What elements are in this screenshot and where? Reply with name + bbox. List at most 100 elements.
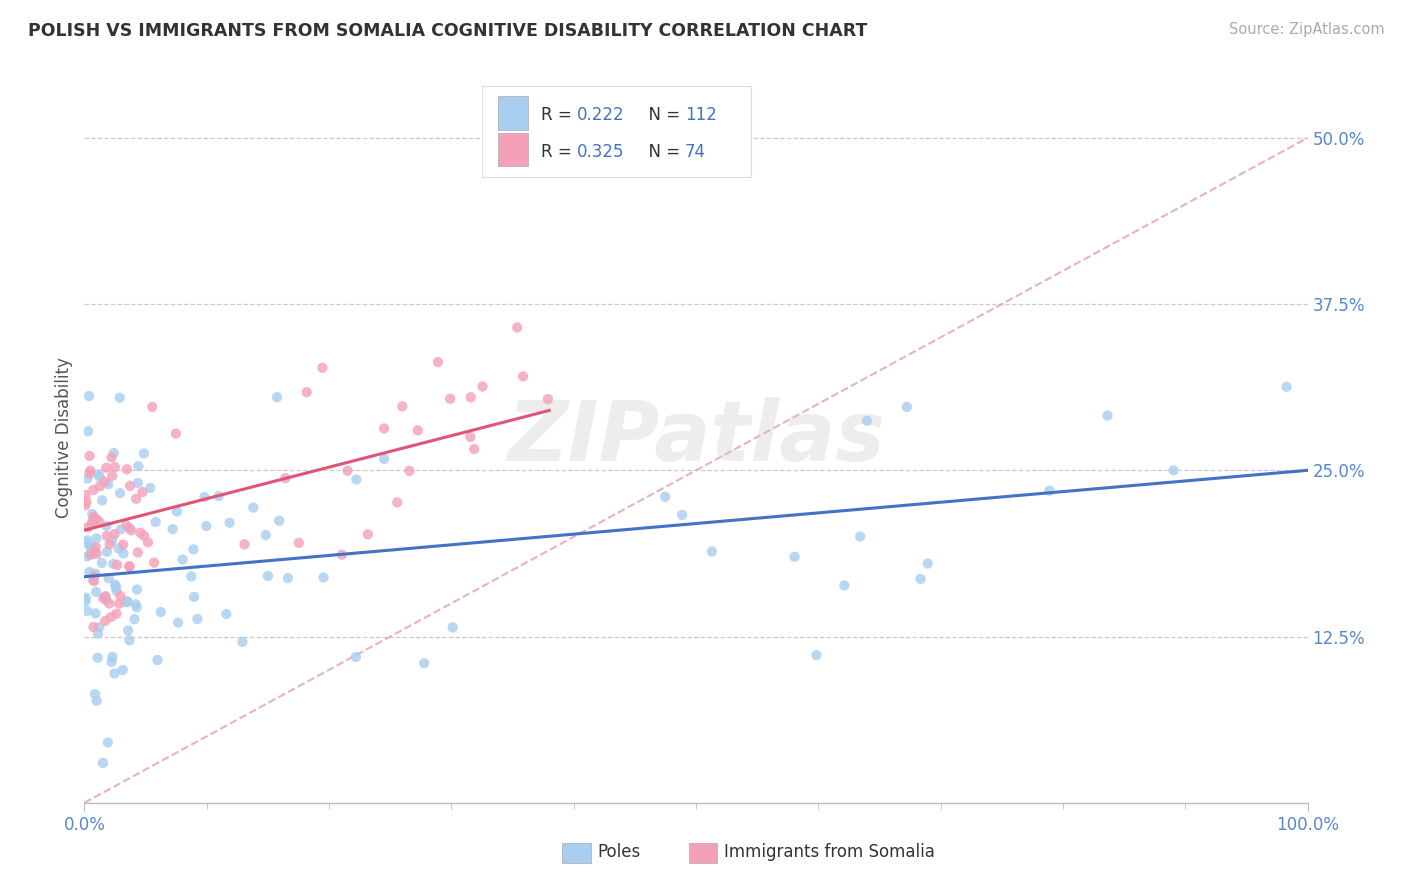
Point	[83, 574, 105, 588]
Point	[120, 524, 142, 538]
Point	[218, 516, 240, 530]
Point	[100, 610, 122, 624]
Point	[115, 594, 138, 608]
Point	[910, 572, 932, 586]
Point	[80, 517, 103, 532]
Point	[124, 598, 146, 612]
Point	[84, 566, 107, 581]
Point	[125, 582, 148, 597]
Point	[96, 460, 118, 475]
Point	[83, 569, 105, 583]
Point	[127, 475, 149, 490]
FancyBboxPatch shape	[498, 96, 529, 130]
Point	[165, 426, 187, 441]
Point	[118, 559, 141, 574]
Point	[118, 479, 141, 493]
Point	[277, 571, 299, 585]
Point	[104, 577, 127, 591]
Point	[76, 549, 98, 564]
Point	[274, 471, 297, 485]
Point	[287, 536, 309, 550]
Point	[180, 569, 202, 583]
Point	[118, 521, 141, 535]
Point	[193, 490, 215, 504]
Point	[76, 494, 98, 508]
Point	[107, 541, 129, 556]
Point	[115, 518, 138, 533]
Point	[80, 548, 103, 562]
Point	[127, 545, 149, 559]
Point	[73, 592, 96, 607]
Text: Source: ZipAtlas.com: Source: ZipAtlas.com	[1229, 22, 1385, 37]
Point	[108, 391, 131, 405]
Text: 74: 74	[685, 143, 706, 161]
Point	[118, 633, 141, 648]
Point	[183, 590, 205, 604]
Point	[463, 442, 485, 456]
Point	[86, 694, 108, 708]
Point	[373, 421, 395, 435]
Point	[82, 483, 104, 497]
Point	[537, 392, 560, 406]
Point	[118, 559, 141, 574]
Point	[460, 390, 482, 404]
Point	[89, 470, 111, 484]
Point	[112, 546, 135, 560]
Point	[110, 523, 132, 537]
Point	[111, 663, 134, 677]
Point	[108, 486, 131, 500]
Point	[86, 650, 108, 665]
Point	[254, 528, 277, 542]
Point	[77, 424, 100, 438]
Point	[336, 464, 359, 478]
Point	[97, 477, 120, 491]
Point	[344, 650, 367, 665]
Point	[84, 544, 107, 558]
Point	[82, 514, 104, 528]
Text: N =: N =	[638, 106, 686, 124]
Point	[115, 595, 138, 609]
Point	[125, 491, 148, 506]
Point	[166, 504, 188, 518]
Point	[849, 529, 872, 543]
Point	[101, 468, 124, 483]
Point	[145, 515, 167, 529]
Point	[84, 687, 107, 701]
Point	[117, 624, 139, 638]
Point	[90, 556, 112, 570]
Point	[312, 570, 335, 584]
Point	[97, 571, 120, 585]
Point	[82, 507, 104, 521]
Point	[172, 552, 194, 566]
Point	[1038, 483, 1060, 498]
Point	[242, 500, 264, 515]
Point	[124, 612, 146, 626]
Point	[87, 626, 110, 640]
Point	[856, 414, 879, 428]
Point	[75, 498, 97, 512]
Point	[87, 467, 110, 482]
Point	[896, 400, 918, 414]
Point	[89, 620, 111, 634]
Text: R =: R =	[541, 106, 576, 124]
Point	[783, 549, 806, 564]
Point	[406, 423, 429, 437]
Text: N =: N =	[638, 143, 686, 161]
Point	[208, 489, 231, 503]
Point	[132, 528, 155, 542]
Point	[103, 527, 125, 541]
Point	[79, 464, 101, 478]
Point	[75, 488, 97, 502]
Point	[89, 479, 111, 493]
Text: POLISH VS IMMIGRANTS FROM SOMALIA COGNITIVE DISABILITY CORRELATION CHART: POLISH VS IMMIGRANTS FROM SOMALIA COGNIT…	[28, 22, 868, 40]
Point	[183, 542, 205, 557]
Point	[131, 485, 153, 500]
Point	[98, 537, 121, 551]
Point	[439, 392, 461, 406]
Point	[512, 369, 534, 384]
Point	[77, 389, 100, 403]
Point	[231, 635, 253, 649]
Point	[77, 520, 100, 534]
Point	[391, 400, 413, 414]
Point	[93, 475, 115, 489]
